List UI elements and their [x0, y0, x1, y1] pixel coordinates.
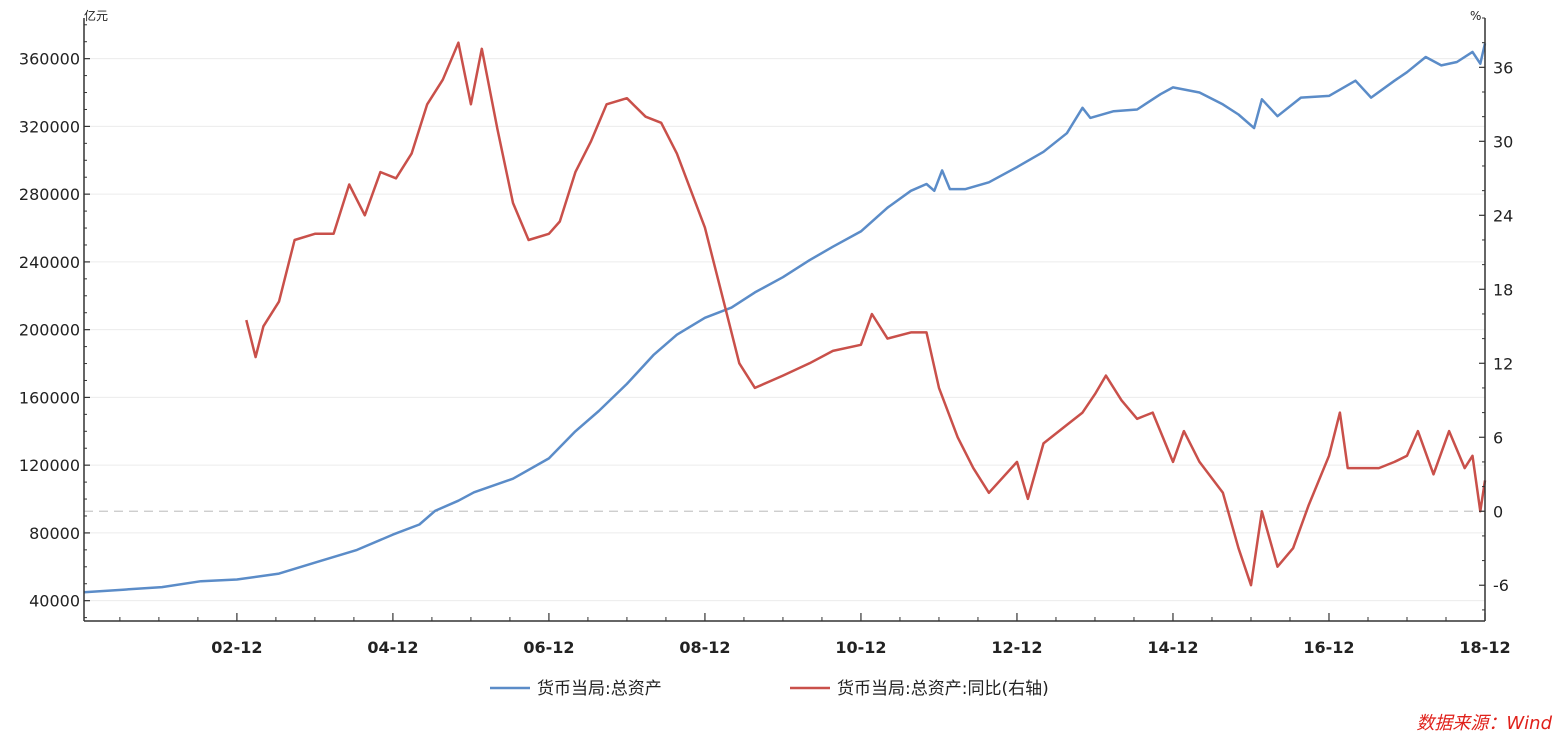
left-axis-ticks: 40000 80000 120000 160000 200000 240000 280000… [19, 24, 90, 619]
source-note: 数据来源：Wind [1416, 713, 1552, 734]
left-tick-label: 40000 [29, 592, 80, 611]
x-tick-label: 02-12 [211, 638, 262, 657]
x-tick-label: 12-12 [991, 638, 1042, 657]
right-axis-ticks: -6 0 6 12 18 24 30 36 [1479, 17, 1513, 611]
legend-label: 货币当局:总资产:同比(右轴) [837, 679, 1049, 699]
left-tick-label: 120000 [19, 456, 80, 475]
total-assets-yoy-line [245, 41, 1487, 587]
x-tick-label: 14-12 [1147, 638, 1198, 657]
left-tick-label: 240000 [19, 253, 80, 272]
left-tick-label: 320000 [19, 117, 80, 136]
legend-item-total-assets[interactable]: 货币当局:总资产 [490, 679, 662, 699]
left-tick-label: 160000 [19, 388, 80, 407]
right-tick-label: 6 [1493, 428, 1503, 447]
x-tick-label: 18-12 [1459, 638, 1510, 657]
x-tick-label: 08-12 [679, 638, 730, 657]
right-tick-label: 12 [1493, 354, 1513, 373]
right-axis-unit: % [1470, 9, 1481, 23]
left-tick-label: 280000 [19, 185, 80, 204]
left-tick-label: 200000 [19, 321, 80, 340]
plot-area [83, 41, 1487, 602]
right-tick-label: 18 [1493, 280, 1513, 299]
x-tick-label: 16-12 [1303, 638, 1354, 657]
legend: 货币当局:总资产 货币当局:总资产:同比(右轴) [490, 679, 1049, 699]
right-tick-label: 24 [1493, 206, 1513, 225]
legend-item-total-assets-yoy[interactable]: 货币当局:总资产:同比(右轴) [790, 679, 1049, 699]
right-tick-label: 30 [1493, 132, 1513, 151]
left-axis-unit: 亿元 [84, 8, 108, 23]
right-tick-label: 0 [1493, 502, 1503, 521]
left-tick-label: 360000 [19, 50, 80, 69]
total-assets-line [83, 43, 1487, 594]
legend-label: 货币当局:总资产 [537, 679, 662, 699]
right-tick-label: 36 [1493, 58, 1513, 77]
left-tick-label: 80000 [29, 524, 80, 543]
right-tick-label: -6 [1493, 576, 1509, 595]
gridlines [84, 58, 1485, 602]
axes: 亿元 % [83, 8, 1486, 622]
x-tick-label: 10-12 [835, 638, 886, 657]
x-tick-label: 06-12 [523, 638, 574, 657]
x-axis-ticks: 02-12 04-12 06-12 08-12 10-12 12-12 14-12 16-12… [119, 613, 1511, 657]
x-tick-label: 04-12 [367, 638, 418, 657]
